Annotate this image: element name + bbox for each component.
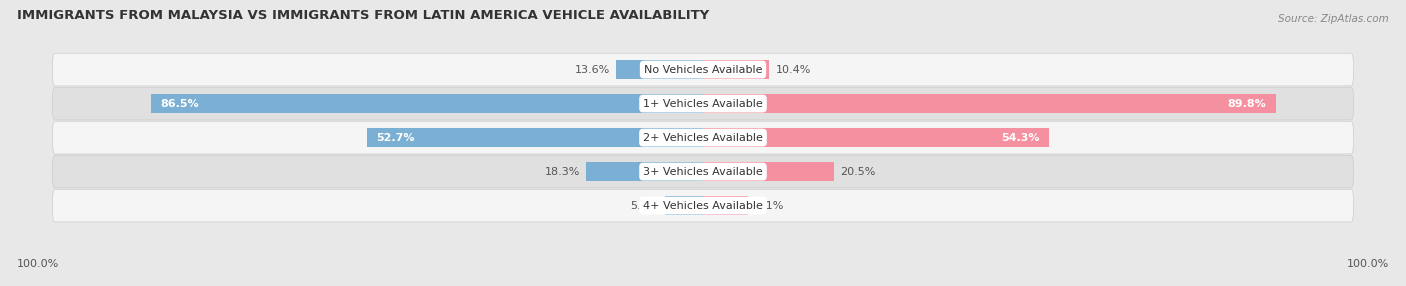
Text: 18.3%: 18.3% <box>544 167 579 176</box>
Text: 54.3%: 54.3% <box>1001 133 1040 143</box>
Bar <box>703 196 748 215</box>
Text: 10.4%: 10.4% <box>776 65 811 75</box>
FancyBboxPatch shape <box>52 53 1354 86</box>
Text: 2+ Vehicles Available: 2+ Vehicles Available <box>643 133 763 143</box>
Bar <box>152 94 703 114</box>
Text: 1+ Vehicles Available: 1+ Vehicles Available <box>643 99 763 109</box>
FancyBboxPatch shape <box>52 189 1354 222</box>
Bar <box>586 162 703 181</box>
Bar <box>665 196 703 215</box>
Text: 52.7%: 52.7% <box>377 133 415 143</box>
FancyBboxPatch shape <box>52 155 1354 188</box>
Text: 3+ Vehicles Available: 3+ Vehicles Available <box>643 167 763 176</box>
Bar <box>703 94 1275 114</box>
Text: 100.0%: 100.0% <box>17 259 59 269</box>
Text: Source: ZipAtlas.com: Source: ZipAtlas.com <box>1278 14 1389 24</box>
Bar <box>703 60 769 80</box>
Text: 100.0%: 100.0% <box>1347 259 1389 269</box>
FancyBboxPatch shape <box>52 121 1354 154</box>
Text: 5.9%: 5.9% <box>631 200 659 210</box>
Text: 13.6%: 13.6% <box>575 65 610 75</box>
Text: No Vehicles Available: No Vehicles Available <box>644 65 762 75</box>
Text: 4+ Vehicles Available: 4+ Vehicles Available <box>643 200 763 210</box>
Bar <box>703 162 834 181</box>
FancyBboxPatch shape <box>52 87 1354 120</box>
Bar <box>367 128 703 148</box>
Text: 7.1%: 7.1% <box>755 200 783 210</box>
Bar <box>703 128 1049 148</box>
Text: IMMIGRANTS FROM MALAYSIA VS IMMIGRANTS FROM LATIN AMERICA VEHICLE AVAILABILITY: IMMIGRANTS FROM MALAYSIA VS IMMIGRANTS F… <box>17 9 709 21</box>
Text: 20.5%: 20.5% <box>841 167 876 176</box>
Text: 86.5%: 86.5% <box>160 99 200 109</box>
Text: 89.8%: 89.8% <box>1227 99 1267 109</box>
Bar <box>616 60 703 80</box>
